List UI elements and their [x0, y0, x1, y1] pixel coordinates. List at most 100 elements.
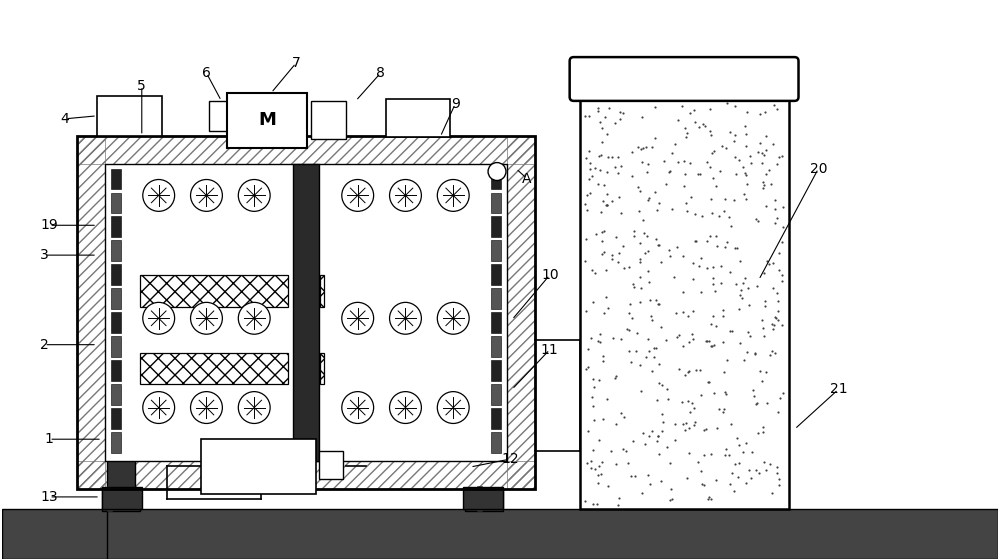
Point — [774, 271, 790, 280]
Point — [716, 404, 732, 413]
Circle shape — [390, 180, 421, 211]
Point — [704, 342, 720, 351]
Point — [667, 435, 683, 444]
Point — [711, 405, 727, 414]
Point — [690, 170, 706, 179]
Point — [754, 159, 770, 168]
Text: 9: 9 — [451, 97, 460, 111]
Bar — [111, 288, 121, 309]
Point — [681, 338, 697, 347]
Point — [654, 427, 670, 436]
Point — [695, 119, 711, 128]
Point — [605, 334, 621, 343]
Point — [579, 459, 595, 468]
Point — [762, 350, 778, 359]
Point — [764, 319, 780, 328]
Point — [744, 448, 760, 457]
Point — [681, 449, 697, 458]
Point — [607, 373, 623, 382]
Point — [748, 215, 764, 224]
Point — [750, 429, 766, 438]
Point — [755, 427, 771, 436]
Point — [702, 127, 718, 136]
Point — [653, 323, 669, 332]
Circle shape — [191, 302, 222, 334]
Point — [595, 352, 611, 361]
Point — [767, 205, 783, 214]
Point — [641, 277, 657, 286]
Point — [722, 127, 738, 136]
Point — [719, 355, 735, 364]
Point — [587, 268, 603, 277]
Point — [662, 495, 678, 504]
Point — [748, 466, 764, 475]
Point — [698, 336, 714, 345]
Point — [581, 174, 597, 183]
Bar — [77, 136, 105, 489]
Point — [640, 335, 656, 344]
Point — [675, 251, 691, 260]
Bar — [491, 240, 501, 261]
Point — [722, 268, 738, 277]
Point — [769, 289, 785, 298]
Point — [676, 182, 692, 191]
Point — [658, 335, 674, 344]
Point — [628, 346, 644, 355]
Point — [684, 399, 700, 408]
Point — [749, 398, 765, 407]
Point — [737, 273, 753, 282]
Point — [688, 236, 704, 245]
Point — [709, 241, 725, 250]
Point — [686, 105, 702, 114]
Point — [703, 319, 719, 328]
Point — [693, 390, 709, 399]
Point — [761, 259, 777, 268]
Point — [587, 164, 603, 172]
Point — [577, 111, 593, 120]
Bar — [140, 352, 288, 384]
Point — [755, 178, 771, 187]
Point — [594, 250, 610, 259]
Point — [769, 468, 785, 477]
Point — [587, 464, 603, 473]
Circle shape — [437, 302, 469, 334]
Point — [594, 227, 610, 236]
Point — [694, 212, 710, 221]
Point — [765, 325, 781, 334]
Point — [615, 241, 631, 250]
Point — [595, 357, 611, 366]
Point — [687, 236, 703, 245]
Point — [649, 396, 665, 405]
Point — [650, 432, 666, 441]
Point — [687, 117, 703, 126]
Bar — [111, 264, 121, 285]
Point — [640, 196, 656, 205]
Point — [677, 426, 693, 435]
Point — [583, 333, 599, 342]
Point — [632, 360, 648, 369]
Point — [653, 257, 669, 266]
Point — [601, 104, 617, 113]
Point — [578, 235, 594, 244]
Point — [736, 189, 752, 198]
Point — [608, 459, 624, 468]
Point — [674, 102, 690, 111]
Point — [752, 110, 768, 119]
Point — [721, 213, 737, 222]
Point — [679, 207, 695, 216]
Point — [607, 119, 623, 128]
Text: 8: 8 — [376, 66, 385, 80]
Point — [696, 425, 712, 434]
Bar — [111, 384, 121, 404]
Point — [613, 335, 629, 344]
Point — [685, 258, 701, 267]
Bar — [227, 93, 307, 148]
Point — [598, 200, 614, 209]
Circle shape — [143, 391, 175, 423]
Bar — [105, 164, 507, 461]
Bar — [491, 408, 501, 428]
Point — [731, 459, 747, 468]
Point — [738, 438, 754, 447]
Point — [765, 283, 781, 292]
Point — [611, 193, 627, 202]
